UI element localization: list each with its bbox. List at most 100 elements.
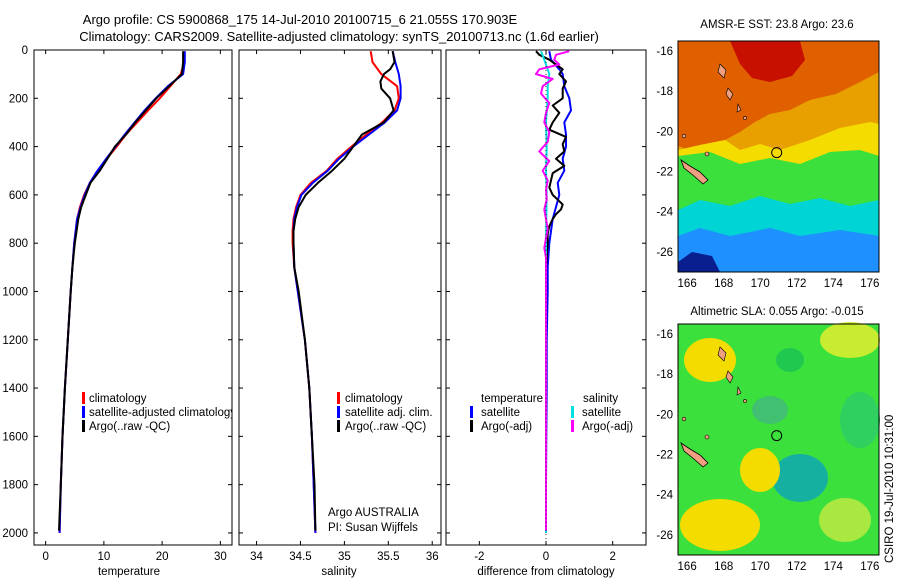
sst-lat-tick-label: -22	[656, 167, 673, 179]
legend-label-climatology: climatology	[345, 393, 403, 405]
difference-x-tick-label: 0	[543, 551, 549, 563]
difference-xlabel: difference from climatology	[477, 566, 614, 578]
sla-high-patch	[680, 499, 760, 551]
sst-lon-tick-label: 172	[787, 278, 806, 290]
sla-lon-tick-label: 168	[714, 561, 733, 573]
sst-warm-zone	[678, 41, 879, 150]
small-island	[681, 133, 687, 139]
salinity-xlabel: salinity	[321, 566, 356, 578]
sst-lat-tick-label: -18	[656, 86, 673, 98]
sst-blue-zone	[678, 228, 879, 272]
loyalty-island	[704, 151, 710, 157]
sla-lat-tick-label: -22	[656, 450, 673, 462]
sst-map-title: AMSR-E SST: 23.8 Argo: 23.6	[700, 19, 853, 31]
legend-label-argo: Argo(..raw -QC)	[345, 421, 426, 433]
sla-high-patch	[820, 322, 880, 358]
depth-tick-label: 1400	[2, 383, 28, 395]
legend-swatch-temp-satellite	[470, 406, 473, 418]
sla-low-patch	[752, 396, 788, 424]
sla-low-patch	[776, 348, 804, 372]
small-island	[681, 416, 687, 422]
sla-lon-tick-label: 174	[824, 561, 844, 573]
sst-lon-tick-label: 174	[824, 278, 844, 290]
sla-high-patch	[684, 338, 736, 382]
sla-lat-tick-label: -24	[656, 490, 673, 502]
legend-swatch-climatology	[82, 392, 85, 404]
sla-map	[677, 322, 880, 556]
legend-label-temp-satellite: satellite	[481, 407, 520, 419]
depth-tick-label: 600	[9, 190, 28, 202]
sst-lon-tick-label: 166	[678, 278, 697, 290]
sst-deep-blue-zone	[678, 252, 720, 272]
sst-lon-tick-label: 168	[714, 278, 733, 290]
temperature-x-tick-label: 0	[42, 551, 48, 563]
argo-location-marker	[771, 147, 783, 159]
vanuatu-island	[725, 370, 734, 384]
temperature-x-tick-label: 10	[97, 551, 110, 563]
vanuatu-island	[717, 346, 727, 362]
difference-x-tick-label: 2	[609, 551, 615, 563]
sla-lat-tick-label: -16	[656, 329, 673, 341]
sla-high-patch	[819, 498, 871, 542]
sla-high-patch	[740, 448, 780, 492]
depth-tick-label: 800	[9, 238, 28, 250]
temperature-legend: climatology satellite-adjusted climatolo…	[82, 392, 236, 433]
figure-title-line1: Argo profile: CS 5900868_175 14-Jul-2010…	[83, 12, 518, 27]
legend-swatch-sal-argo	[571, 420, 574, 432]
sst-lon-tick-label: 176	[860, 278, 879, 290]
legend-swatch-argo	[337, 420, 340, 432]
legend-swatch-temp-argo	[470, 420, 473, 432]
vanuatu-island	[717, 63, 727, 79]
sst-map	[677, 40, 880, 273]
sla-lon-tick-label: 172	[787, 561, 806, 573]
depth-tick-label: 1200	[2, 335, 28, 347]
legend-swatch-satellite	[82, 406, 85, 418]
vanuatu-island	[736, 385, 742, 396]
legend-label-climatology: climatology	[89, 393, 147, 405]
sst-lat-tick-label: -24	[656, 207, 673, 219]
legend-swatch-climatology	[337, 392, 340, 404]
difference-legend: temperature salinity satellite Argo(-adj…	[470, 393, 633, 433]
vanuatu-island	[725, 87, 734, 101]
salinity-x-tick-label: 35	[338, 551, 351, 563]
salinity-panel	[238, 49, 442, 546]
small-island	[743, 399, 747, 403]
salinity-x-tick-label: 35.5	[377, 551, 399, 563]
legend-label-satellite: satellite-adjusted climatology	[89, 407, 236, 419]
legend-label-temp-argo: Argo(-adj)	[481, 421, 532, 433]
sst-lon-tick-label: 170	[751, 278, 770, 290]
argo-location-marker	[771, 430, 783, 442]
sla-lat-tick-label: -20	[656, 409, 673, 421]
legend-title-salinity: salinity	[583, 393, 618, 405]
sla-low-patch	[840, 392, 880, 448]
salinity-series-argo-raw-qc	[292, 51, 396, 531]
vanuatu-island	[736, 102, 742, 113]
sst-hot-zone	[730, 41, 805, 82]
depth-tick-label: 1800	[2, 480, 28, 492]
temperature-xlabel: temperature	[98, 566, 160, 578]
legend-title-temperature: temperature	[481, 393, 543, 405]
legend-label-satellite: satellite adj. clim.	[345, 407, 433, 419]
new-caledonia-island	[680, 441, 709, 468]
sst-lat-tick-label: -26	[656, 247, 673, 259]
float-pi-label: PI: Susan Wijffels	[328, 522, 418, 534]
sla-lat-tick-label: -26	[656, 530, 673, 542]
difference-series-salinity-argo-adj	[535, 50, 570, 531]
sla-lon-tick-label: 166	[678, 561, 697, 573]
panel-gap	[232, 388, 239, 434]
figure-title-line2: Climatology: CARS2009. Satellite-adjuste…	[79, 29, 599, 44]
new-caledonia-island	[680, 158, 709, 185]
salinity-legend: climatology satellite adj. clim. Argo(..…	[337, 392, 433, 433]
salinity-x-tick-label: 34.5	[289, 551, 311, 563]
sla-map-title: Altimetric SLA: 0.055 Argo: -0.015	[690, 306, 863, 318]
temperature-x-tick-label: 20	[156, 551, 169, 563]
salinity-x-tick-label: 36	[426, 551, 439, 563]
depth-tick-label: 2000	[2, 528, 28, 540]
legend-label-sal-argo: Argo(-adj)	[582, 421, 633, 433]
difference-x-tick-label: -2	[474, 551, 484, 563]
depth-tick-label: 1600	[2, 431, 28, 443]
sla-map-frame	[677, 323, 880, 556]
depth-tick-label: 400	[9, 142, 28, 154]
sla-lon-tick-label: 176	[860, 561, 879, 573]
